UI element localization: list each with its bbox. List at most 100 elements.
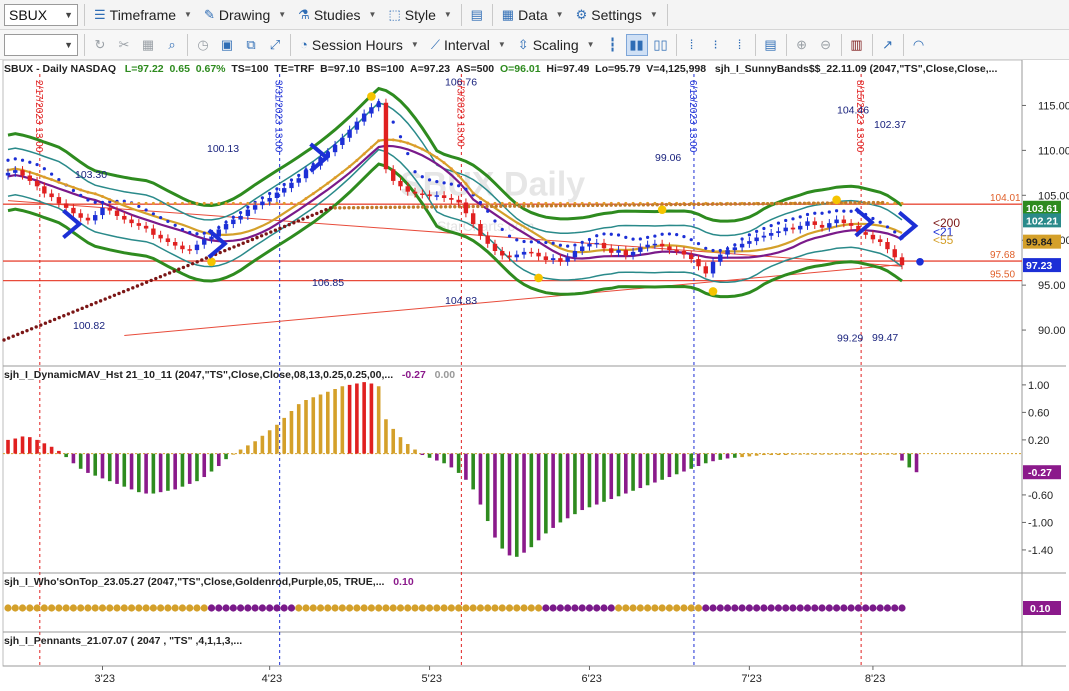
x-tick-label: 6'23 bbox=[581, 673, 601, 685]
window-icon[interactable]: ⧉ bbox=[246, 36, 256, 52]
ma55-dot bbox=[362, 152, 366, 156]
symbol-input[interactable]: SBUX ▼ bbox=[4, 3, 78, 26]
ma200-dot-upper bbox=[558, 203, 563, 208]
ma55-dot bbox=[500, 201, 504, 205]
scaling-button[interactable]: ⇳ Scaling ▼ bbox=[512, 32, 601, 58]
style-button[interactable]: ⬚ Style ▼ bbox=[382, 2, 457, 28]
gauge-icon[interactable]: ◠ bbox=[912, 36, 925, 52]
osc-bar bbox=[442, 453, 446, 464]
mav-purple-line bbox=[7, 144, 903, 260]
osc-bar bbox=[187, 453, 192, 484]
ma55-dot bbox=[355, 158, 359, 162]
osc-bar bbox=[638, 453, 643, 489]
timeframe-button[interactable]: ☰ Timeframe ▼ bbox=[88, 2, 198, 28]
speed-icon[interactable]: ◷ bbox=[197, 36, 209, 52]
wot-dot bbox=[614, 604, 623, 612]
wot-value-box bbox=[1023, 601, 1061, 615]
ma55-dot bbox=[137, 201, 141, 205]
ma21-dot bbox=[871, 216, 875, 221]
ma21-dot bbox=[493, 219, 497, 223]
toolbar-separator bbox=[491, 3, 493, 26]
drawing-button[interactable]: ✎ Drawing ▼ bbox=[198, 2, 292, 28]
ma200-dot-upper bbox=[752, 202, 756, 206]
data-icon: ▦ bbox=[501, 6, 515, 22]
find-icon[interactable]: ⌕ bbox=[168, 36, 176, 52]
ma200-dot-upper bbox=[430, 205, 434, 209]
ma55-dot bbox=[297, 201, 301, 205]
calendar-icon[interactable]: ▥ bbox=[850, 36, 863, 52]
candle-body bbox=[354, 121, 360, 130]
ma55-dot bbox=[406, 141, 410, 145]
osc-bar bbox=[289, 411, 294, 454]
session-hours-button[interactable]: ◔ Session Hours ▼ bbox=[294, 32, 425, 58]
osc-bar bbox=[871, 453, 875, 455]
ma200-dot-upper bbox=[775, 201, 779, 206]
ma200-dot bbox=[259, 234, 264, 238]
settings-button[interactable]: ⚙ Settings ▼ bbox=[570, 2, 664, 28]
stack-icon[interactable]: ▤ bbox=[764, 36, 777, 52]
timeframe-combo[interactable]: ▼ bbox=[4, 33, 78, 56]
ma200-dot-upper bbox=[742, 202, 747, 206]
ma55-dot bbox=[319, 186, 323, 190]
candle-body bbox=[587, 243, 592, 247]
refresh-icon[interactable]: ↻ bbox=[94, 36, 106, 52]
zoom-in-icon[interactable]: ⊕ bbox=[796, 36, 807, 52]
panel3-label: sjh_I_Who'sOnTop_23.05.27 (2047,"TS",Clo… bbox=[4, 576, 385, 588]
layout-icon[interactable]: ▤ bbox=[470, 6, 483, 22]
ma55-dot bbox=[64, 183, 68, 187]
ma21-dot bbox=[740, 237, 744, 241]
price-chart[interactable]: SBUX DailyStarCharts.com115.00110.00105.… bbox=[0, 60, 1069, 691]
osc-bar bbox=[391, 428, 396, 454]
y-tick-label: 90.00 bbox=[1038, 325, 1066, 337]
wot-dot bbox=[287, 604, 296, 612]
ma21-dot bbox=[820, 211, 824, 215]
chart-area[interactable]: SBUX Daily StarCharts.com 115.00 110.00 105.… bbox=[0, 60, 1069, 691]
ma200-dot-upper bbox=[853, 201, 857, 205]
chevron-down-icon: ▼ bbox=[64, 39, 73, 50]
interval-button[interactable]: ⟋ Interval ▼ bbox=[425, 32, 512, 58]
ma200-dot-upper bbox=[784, 201, 788, 206]
image-icon[interactable]: ▣ bbox=[220, 36, 234, 52]
osc-bar bbox=[166, 453, 170, 491]
tools-icon[interactable]: ✂ bbox=[118, 36, 130, 52]
wot-dot bbox=[69, 604, 78, 612]
ma55-dot bbox=[166, 201, 170, 205]
kagi-icon[interactable]: ⁞ bbox=[737, 37, 742, 52]
wot-dot bbox=[266, 604, 274, 612]
hollow-candle-icon[interactable]: ▯▯ bbox=[653, 36, 668, 52]
wot-dot bbox=[251, 604, 259, 612]
studies-button[interactable]: ⚗ Studies ▼ bbox=[292, 2, 382, 28]
ma21-dot bbox=[486, 209, 490, 213]
zoom-out-icon[interactable]: ⊖ bbox=[820, 36, 831, 52]
wot-dot bbox=[491, 604, 499, 612]
ma200-dot bbox=[75, 308, 80, 312]
ma21-dot bbox=[108, 200, 112, 204]
ma200-dot bbox=[126, 288, 130, 292]
expand-icon[interactable]: ⤢ bbox=[269, 36, 281, 52]
ma55-dot bbox=[210, 201, 214, 205]
osc-bar bbox=[478, 453, 483, 505]
osc-bar bbox=[631, 453, 635, 491]
wot-dot bbox=[731, 604, 739, 612]
osc-bar bbox=[129, 453, 134, 490]
wot-dot bbox=[803, 604, 812, 612]
ma200-dot bbox=[144, 280, 149, 284]
price-annotation: 99.47 bbox=[872, 332, 898, 344]
ma21-dot bbox=[100, 200, 105, 204]
ma200-dot-upper bbox=[816, 201, 820, 205]
dot-chart-icon[interactable]: ⁞ bbox=[689, 37, 694, 52]
wot-dot bbox=[302, 604, 310, 612]
wot-dot bbox=[178, 604, 187, 612]
wot-dot bbox=[280, 604, 288, 612]
ma200-dot-upper bbox=[876, 200, 880, 205]
candlestick-icon[interactable]: ▮▮ bbox=[625, 33, 648, 56]
candle-body bbox=[194, 244, 200, 251]
data-button[interactable]: ▦ Data ▼ bbox=[496, 2, 570, 28]
grid-icon[interactable]: ▦ bbox=[141, 36, 155, 52]
trend-icon[interactable]: ↗ bbox=[882, 36, 893, 52]
bar-chart-icon[interactable]: ┇ bbox=[608, 36, 617, 52]
point-figure-icon[interactable]: ⁝ bbox=[713, 36, 718, 52]
ma21-dot bbox=[180, 227, 185, 232]
ma200-dot-upper bbox=[485, 204, 489, 209]
ma55-dot bbox=[428, 151, 432, 155]
